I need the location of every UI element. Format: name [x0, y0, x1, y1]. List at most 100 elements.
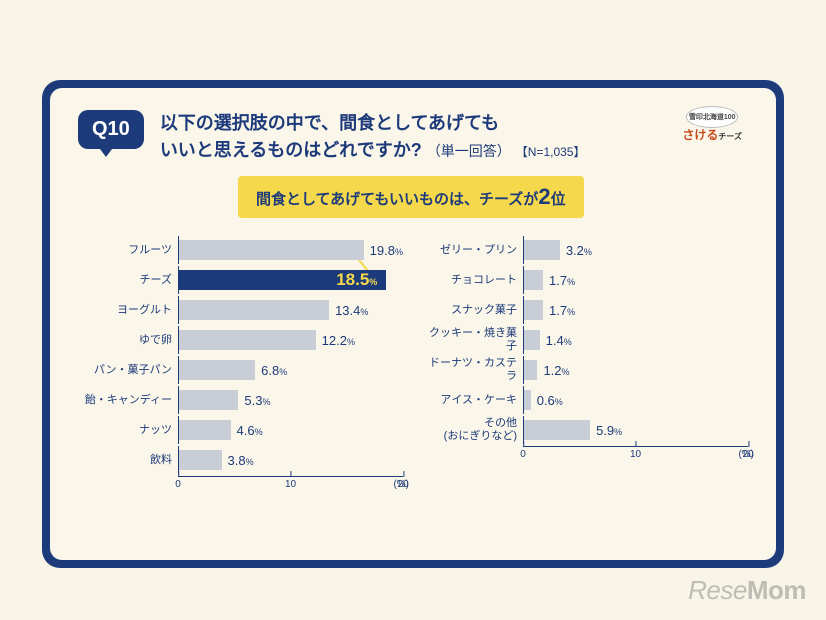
bar-label: チョコレート — [423, 274, 523, 287]
bar — [179, 450, 222, 470]
card-frame: Q10 以下の選択肢の中で、間食としてあげても いいと思えるものはどれですか? … — [42, 80, 784, 568]
bar-label: ドーナツ・カステラ — [423, 357, 523, 382]
x-axis-unit: (%) — [738, 449, 754, 460]
bar — [524, 270, 543, 290]
x-axis: 01020(%) — [523, 446, 748, 468]
bar-row: アイス・ケーキ 0.6% — [423, 386, 748, 414]
bar-value: 5.9% — [596, 423, 622, 438]
bar-label: スナック菓子 — [423, 304, 523, 317]
bar-label: パン・菓子パン — [78, 364, 178, 377]
bar-row: ゆで卵 12.2% — [78, 326, 403, 354]
bar-value: 18.5% — [336, 270, 377, 290]
bar-label: ナッツ — [78, 424, 178, 437]
bar-value: 19.8% — [370, 243, 403, 258]
bar-row: パン・菓子パン 6.8% — [78, 356, 403, 384]
brand-logo: 雪印北海道100 さけるチーズ — [682, 106, 742, 141]
bar — [524, 390, 531, 410]
bar — [179, 420, 231, 440]
callout-rank: 2 — [538, 184, 550, 209]
bar-zone: 4.6% — [178, 416, 403, 444]
bar-zone: 1.2% — [523, 356, 748, 384]
bar-label: ゆで卵 — [78, 334, 178, 347]
bar-value: 4.6% — [237, 423, 263, 438]
x-axis-unit: (%) — [393, 479, 409, 490]
question-subnote: （単一回答） — [427, 143, 511, 159]
bar — [524, 330, 540, 350]
bar-zone: 19.8% — [178, 236, 403, 264]
bar-row: スナック菓子 1.7% — [423, 296, 748, 324]
bar-zone: 1.7% — [523, 296, 748, 324]
brand-suffix: チーズ — [718, 132, 742, 141]
bar-value: 13.4% — [335, 303, 368, 318]
callout-wrap: 間食としてあげてもいいものは、チーズが2位 — [238, 176, 748, 218]
x-axis: 01020(%) — [178, 476, 403, 498]
bar-row: 飴・キャンディー 5.3% — [78, 386, 403, 414]
bar-zone: 1.7% — [523, 266, 748, 294]
bar-value: 6.8% — [261, 363, 287, 378]
bar-label: ヨーグルト — [78, 304, 178, 317]
chart-area: フルーツ 19.8% チーズ 18.5% ヨーグルト 13.4% ゆで卵 12.2% パン・菓子… — [78, 236, 748, 498]
question-line2: いいと思えるものはどれですか? — [160, 140, 422, 160]
bar-row: チーズ 18.5% — [78, 266, 403, 294]
bar-zone: 6.8% — [178, 356, 403, 384]
bar — [524, 240, 560, 260]
bar-value: 1.7% — [549, 303, 575, 318]
bar-row: ゼリー・プリン3.2% — [423, 236, 748, 264]
bar-zone: 12.2% — [178, 326, 403, 354]
question-n: 【N=1,035】 — [516, 145, 586, 159]
callout-banner: 間食としてあげてもいいものは、チーズが2位 — [238, 176, 584, 218]
bar-label: その他(おにぎりなど) — [423, 417, 523, 442]
bar-label: ゼリー・プリン — [423, 244, 523, 257]
brand-main: さける — [682, 128, 718, 142]
bar — [179, 360, 255, 380]
x-tick: 10 — [630, 443, 641, 454]
bar-row: フルーツ 19.8% — [78, 236, 403, 264]
chart-column-right: ゼリー・プリン3.2%チョコレート1.7%スナック菓子1.7%クッキー・焼き菓子… — [423, 236, 748, 498]
bar — [179, 240, 364, 260]
bar-label: 飴・キャンディー — [78, 394, 178, 407]
chart-column-left: フルーツ 19.8% チーズ 18.5% ヨーグルト 13.4% ゆで卵 12.2% パン・菓子… — [78, 236, 403, 498]
bar-label: 飲料 — [78, 454, 178, 467]
bar-value: 3.8% — [228, 453, 254, 468]
bar-label: チーズ — [78, 274, 178, 287]
bar-zone: 18.5% — [178, 266, 403, 294]
bar-zone: 3.2% — [523, 236, 748, 264]
bar-row: ナッツ 4.6% — [78, 416, 403, 444]
bar-row: ヨーグルト 13.4% — [78, 296, 403, 324]
card-body: Q10 以下の選択肢の中で、間食としてあげても いいと思えるものはどれですか? … — [50, 88, 776, 560]
bar — [524, 300, 543, 320]
bar — [179, 330, 316, 350]
bar — [179, 300, 329, 320]
bar-zone: 0.6% — [523, 386, 748, 414]
bar — [179, 390, 238, 410]
bar-value: 5.3% — [244, 393, 270, 408]
bar-value: 1.2% — [543, 363, 569, 378]
question-text: 以下の選択肢の中で、間食としてあげても いいと思えるものはどれですか? （単一回… — [160, 110, 586, 164]
bar-value: 12.2% — [322, 333, 355, 348]
callout-prefix: 間食としてあげてもいいものは、チーズが — [256, 191, 538, 208]
bar-value: 1.4% — [546, 333, 572, 348]
x-tick: 10 — [285, 473, 296, 484]
brand-top: 雪印北海道100 — [686, 106, 738, 128]
callout-suffix: 位 — [551, 191, 566, 208]
bar-value: 0.6% — [537, 393, 563, 408]
question-header: Q10 以下の選択肢の中で、間食としてあげても いいと思えるものはどれですか? … — [78, 110, 748, 164]
watermark-part1: Rese — [688, 575, 747, 605]
watermark-part2: Mom — [747, 575, 806, 605]
question-line1: 以下の選択肢の中で、間食としてあげても — [160, 113, 499, 133]
bar-row: 飲料 3.8% — [78, 446, 403, 474]
bar-row: その他(おにぎりなど) 5.9% — [423, 416, 748, 444]
bar-row: クッキー・焼き菓子1.4% — [423, 326, 748, 354]
bar-row: チョコレート 1.7% — [423, 266, 748, 294]
bar-label: アイス・ケーキ — [423, 394, 523, 407]
bar-zone: 5.3% — [178, 386, 403, 414]
x-tick: 0 — [520, 443, 526, 454]
bar-zone: 5.9% — [523, 416, 748, 444]
bar-row: ドーナツ・カステラ 1.2% — [423, 356, 748, 384]
bar-zone: 1.4% — [523, 326, 748, 354]
bar-zone: 13.4% — [178, 296, 403, 324]
watermark: ReseMom — [688, 575, 806, 606]
bar-label: フルーツ — [78, 244, 178, 257]
question-number-badge: Q10 — [78, 110, 144, 149]
bar-value: 1.7% — [549, 273, 575, 288]
